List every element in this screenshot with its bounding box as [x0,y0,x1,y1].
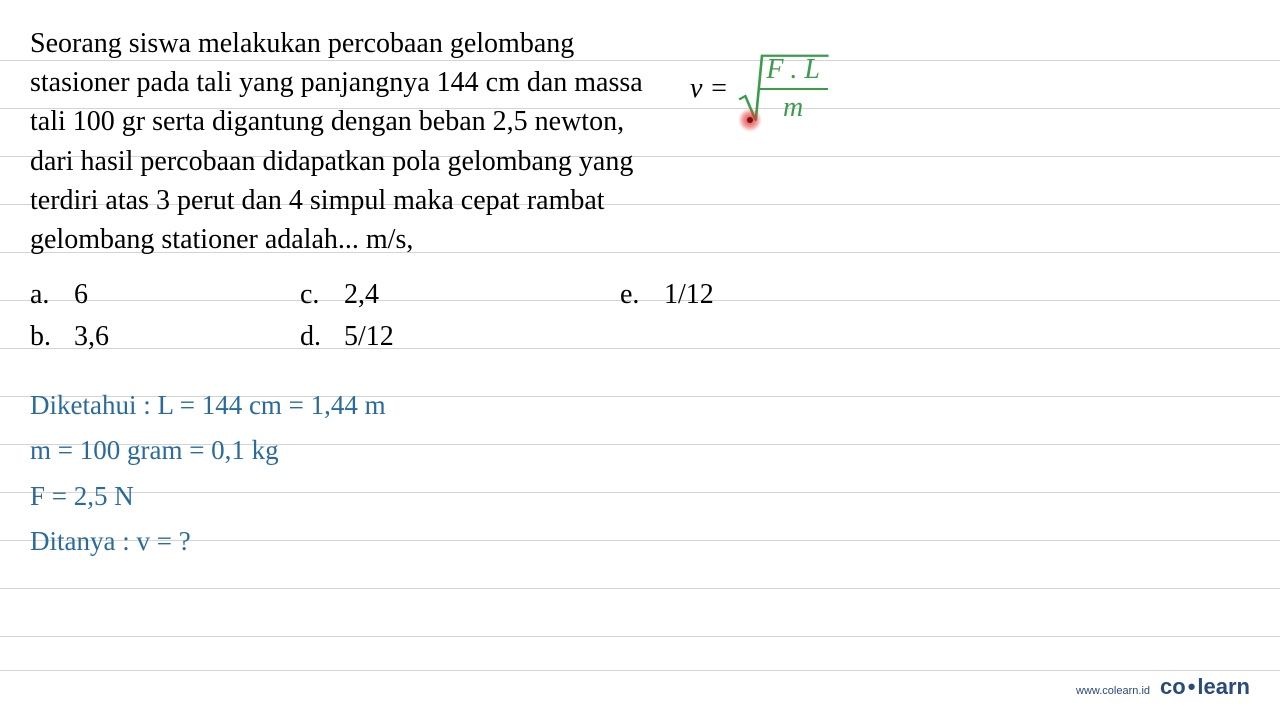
footer-url: www.colearn.id [1076,685,1150,697]
known-line-2: m = 100 gram = 0,1 kg [30,428,1250,473]
formula-area: v = F . L m [670,24,1250,124]
option-e: e. 1/12 [620,279,840,311]
logo-dot-icon: • [1188,674,1196,699]
sqrt-container: F . L m [740,54,834,124]
formula-lhs: v = [690,73,728,105]
option-letter: a. [30,279,74,311]
option-value: 6 [74,279,88,311]
option-value: 1/12 [664,279,714,311]
option-letter: d. [300,321,344,353]
velocity-formula: v = F . L m [690,54,834,124]
top-section: Seorang siswa melakukan percobaan gelomb… [30,24,1250,259]
known-line-4: Ditanya : v = ? [30,519,1250,564]
option-letter: e. [620,279,664,311]
option-value: 5/12 [344,321,394,353]
known-section: Diketahui : L = 144 cm = 1,44 m m = 100 … [30,383,1250,564]
known-line-3: F = 2,5 N [30,474,1250,519]
option-a: a. 6 [30,279,300,311]
logo-left: co [1160,674,1186,699]
option-value: 2,4 [344,279,379,311]
pointer-marker-icon [738,108,762,132]
option-letter: b. [30,321,74,353]
main-content: Seorang siswa melakukan percobaan gelomb… [0,0,1280,589]
logo-right: learn [1197,674,1250,699]
footer: www.colearn.id co•learn [1076,674,1250,700]
known-line-1: Diketahui : L = 144 cm = 1,44 m [30,383,1250,428]
option-d: d. 5/12 [300,321,620,353]
option-value: 3,6 [74,321,109,353]
question-text: Seorang siswa melakukan percobaan gelomb… [30,24,670,259]
option-c: c. 2,4 [300,279,620,311]
answer-options: a. 6 c. 2,4 e. 1/12 b. 3,6 d. 5/12 [30,279,1250,353]
footer-logo: co•learn [1160,674,1250,700]
option-b: b. 3,6 [30,321,300,353]
option-letter: c. [300,279,344,311]
